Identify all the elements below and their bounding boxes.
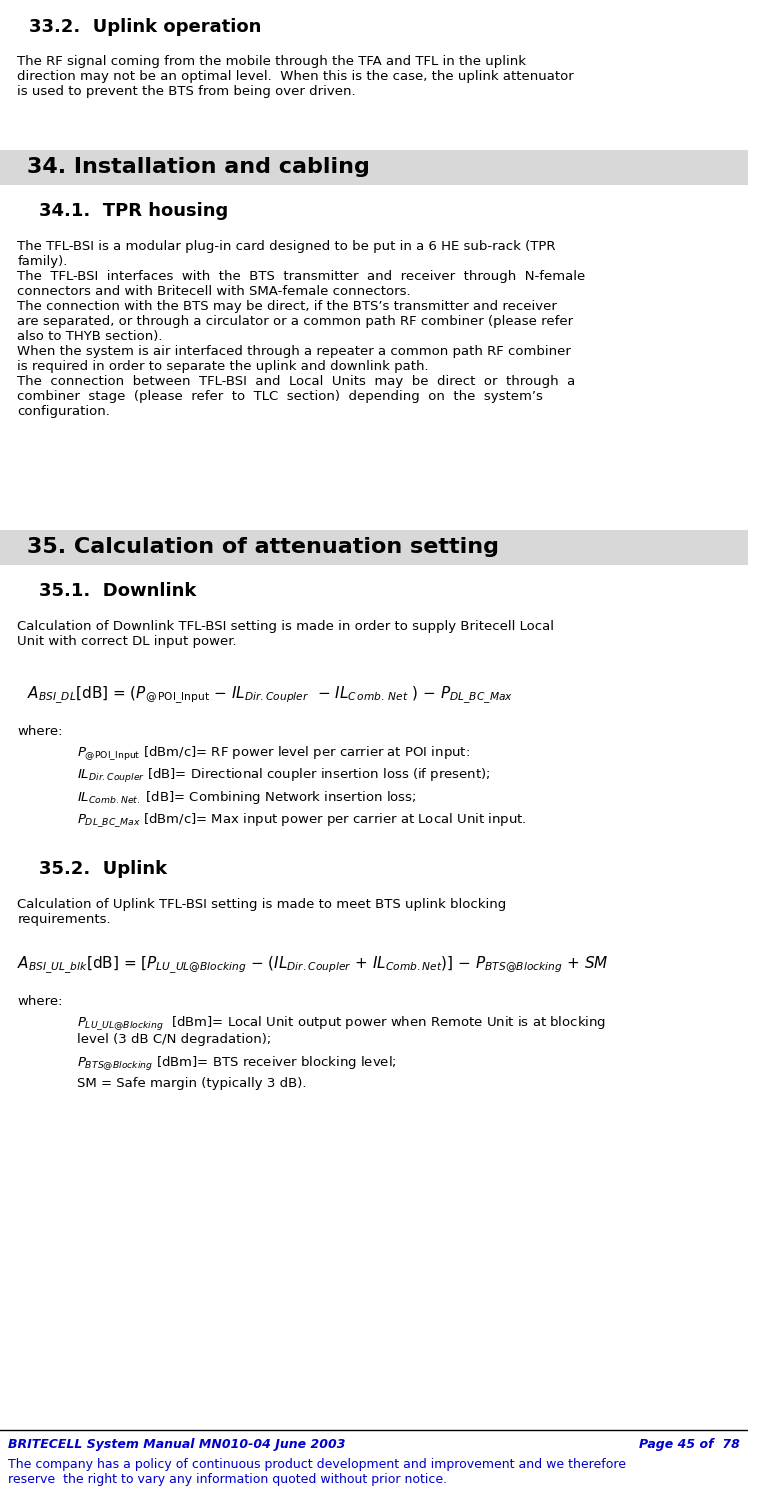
Text: Page 45 of  78: Page 45 of 78 [639, 1438, 740, 1451]
Text: Calculation of Uplink TFL-BSI setting is made to meet BTS uplink blocking
requir: Calculation of Uplink TFL-BSI setting is… [18, 898, 506, 926]
FancyBboxPatch shape [0, 530, 747, 565]
Text: $A_{BSI\_DL}$[dB] = ($P_{\mathrm{@\,POI\_Input}}$ $-$ $\mathit{IL}_{Dir.Coupler}: $A_{BSI\_DL}$[dB] = ($P_{\mathrm{@\,POI\… [27, 685, 513, 706]
Text: 34. Installation and cabling: 34. Installation and cabling [27, 157, 370, 177]
Text: BRITECELL System Manual MN010-04 June 2003: BRITECELL System Manual MN010-04 June 20… [8, 1438, 346, 1451]
Text: level (3 dB C/N degradation);: level (3 dB C/N degradation); [77, 1034, 271, 1046]
Text: where:: where: [18, 995, 63, 1008]
Text: SM = Safe margin (typically 3 dB).: SM = Safe margin (typically 3 dB). [77, 1077, 307, 1091]
Text: The RF signal coming from the mobile through the TFA and TFL in the uplink
direc: The RF signal coming from the mobile thr… [18, 55, 574, 99]
Text: 33.2.  Uplink operation: 33.2. Uplink operation [29, 18, 261, 36]
Text: $\mathit{IL}_{Dir.Coupler}$ [dB]= Directional coupler insertion loss (if present: $\mathit{IL}_{Dir.Coupler}$ [dB]= Direct… [77, 767, 491, 785]
Text: Calculation of Downlink TFL-BSI setting is made in order to supply Britecell Loc: Calculation of Downlink TFL-BSI setting … [18, 619, 554, 648]
Text: $P_{BTS@Blocking}$ [dBm]= BTS receiver blocking level;: $P_{BTS@Blocking}$ [dBm]= BTS receiver b… [77, 1055, 397, 1073]
Text: $P_{\mathrm{@POI\_Input}}$ [dBm/c]= RF power level per carrier at POI input:: $P_{\mathrm{@POI\_Input}}$ [dBm/c]= RF p… [77, 745, 470, 763]
Text: The TFL-BSI is a modular plug-in card designed to be put in a 6 HE sub-rack (TPR: The TFL-BSI is a modular plug-in card de… [18, 239, 586, 417]
Text: 35.2.  Uplink: 35.2. Uplink [39, 860, 167, 878]
Text: $\mathit{IL}_{Comb.Net.}$ [dB]= Combining Network insertion loss;: $\mathit{IL}_{Comb.Net.}$ [dB]= Combinin… [77, 788, 417, 806]
Text: where:: where: [18, 726, 63, 738]
Text: The company has a policy of continuous product development and improvement and w: The company has a policy of continuous p… [8, 1459, 625, 1486]
Text: $P_{DL\_BC\_Max}$ [dBm/c]= Max input power per carrier at Local Unit input.: $P_{DL\_BC\_Max}$ [dBm/c]= Max input pow… [77, 811, 526, 829]
Text: 34.1.  TPR housing: 34.1. TPR housing [39, 202, 228, 220]
Text: $A_{BSI\_UL\_blk}$[dB] = [$P_{LU\_UL@Blocking}$ $-$ ($\mathit{IL}_{Dir.Coupler}$: $A_{BSI\_UL\_blk}$[dB] = [$P_{LU\_UL@Blo… [18, 954, 609, 975]
Text: 35. Calculation of attenuation setting: 35. Calculation of attenuation setting [27, 537, 499, 557]
Text: $P_{LU\_UL@Blocking}$  [dBm]= Local Unit output power when Remote Unit is at blo: $P_{LU\_UL@Blocking}$ [dBm]= Local Unit … [77, 1014, 607, 1034]
Text: 35.1.  Downlink: 35.1. Downlink [39, 582, 196, 600]
FancyBboxPatch shape [0, 150, 747, 186]
